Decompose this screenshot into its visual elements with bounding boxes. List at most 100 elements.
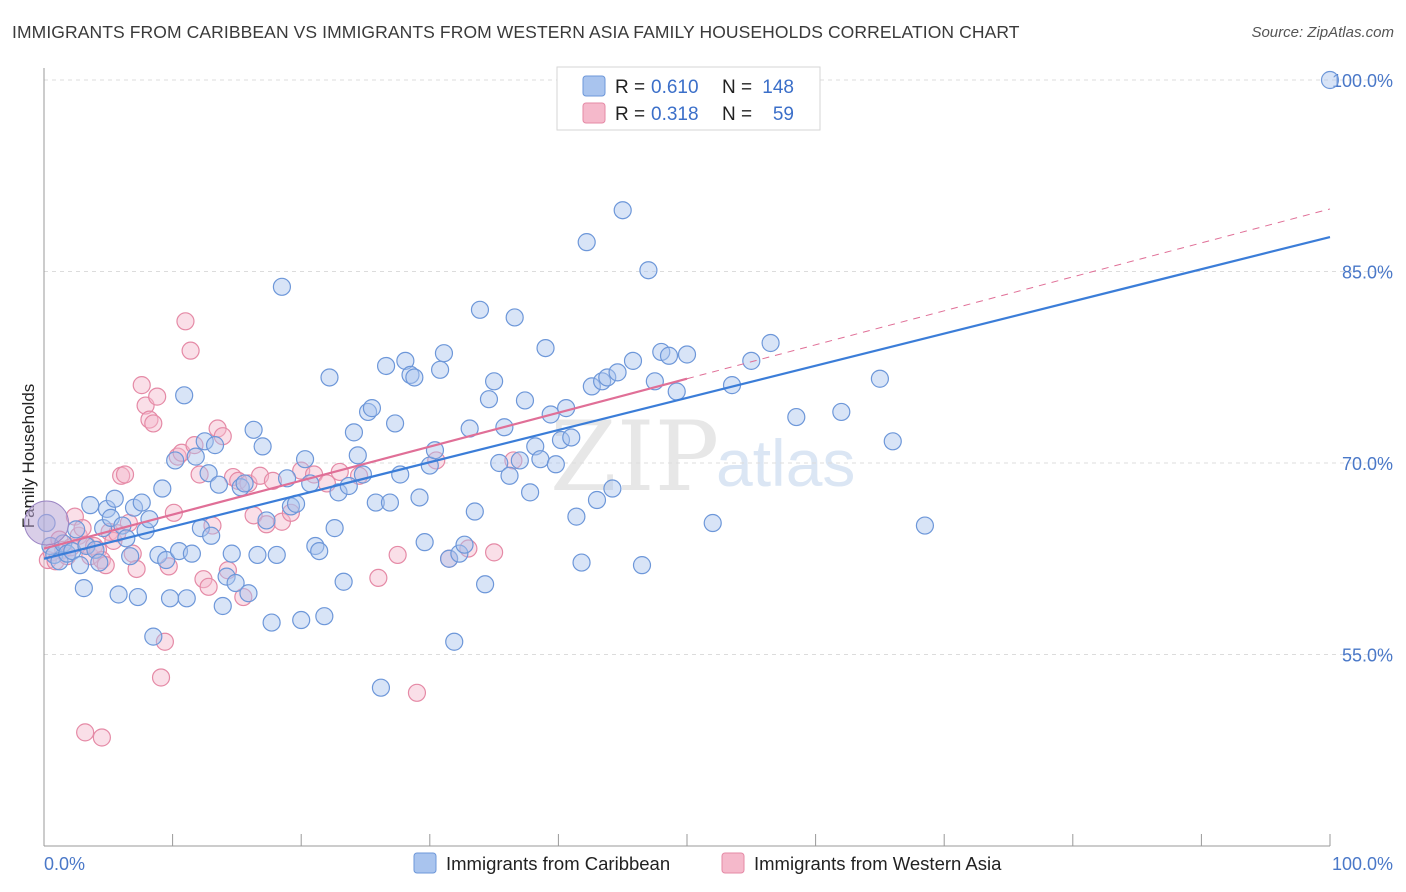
point-caribbean [295,450,315,469]
point-caribbean [870,369,890,388]
point-caribbean [97,499,117,519]
watermark-zip: ZIP [550,401,719,513]
bottom-legend: Immigrants from Caribbean Immigrants fro… [413,852,1002,874]
point-western-asia [369,568,388,588]
point-western-asia [76,723,95,742]
point-caribbean [505,308,524,327]
y-tick-label: 70.0% [1342,454,1393,474]
point-western-asia [257,515,276,534]
point-western-asia [123,544,142,563]
watermark: ZIP atlas [550,401,855,513]
y-tick-labels: 55.0% 70.0% 85.0% 100.0% [1332,71,1393,666]
point-caribbean [546,455,565,474]
gridlines [44,79,1393,655]
x-tick-label-min: 0.0% [44,854,85,874]
point-caribbean [132,493,151,512]
point-caribbean [703,513,722,533]
y-tick-label: 55.0% [1342,646,1393,666]
point-caribbean [213,596,232,616]
point-western-asia [115,465,135,484]
point-caribbean [470,300,490,319]
point-caribbean [315,607,334,626]
point-caribbean [439,549,459,568]
point-caribbean [128,587,147,607]
point-caribbean [434,344,454,363]
point-caribbean [344,423,364,442]
series-caribbean [24,70,1340,697]
point-caribbean [235,474,254,493]
point-caribbean [832,402,851,422]
legend-n-label-1: N = [722,77,752,98]
point-caribbean [608,363,627,382]
point-caribbean [329,483,348,502]
point-caribbean [410,488,429,507]
point-caribbean [74,579,93,598]
point-caribbean [485,372,504,391]
point-caribbean [160,589,180,608]
x-ticks [43,834,1331,846]
point-caribbean [182,544,201,563]
point-caribbean [348,446,367,465]
point-caribbean [450,544,469,563]
point-western-asia [151,668,171,687]
bottom-legend-label-caribbean: Immigrants from Caribbean [446,853,670,874]
point-western-asia [281,503,301,522]
legend-r-label-1: R = [615,77,645,98]
point-caribbean [603,479,622,498]
point-caribbean [405,368,424,387]
point-caribbean [430,360,450,379]
legend-swatch-pink [582,102,606,124]
point-caribbean [587,490,607,510]
point-caribbean [199,464,218,483]
point-caribbean [445,632,464,651]
x-tick-label-max: 100.0% [1332,854,1393,874]
y-tick-label: 100.0% [1332,71,1393,91]
point-caribbean [175,386,194,405]
point-caribbean [195,432,214,451]
point-caribbean [90,553,109,572]
point-caribbean [613,201,632,220]
point-caribbean [598,368,617,387]
point-western-asia [407,683,427,702]
legend-n-value-1: 148 [762,77,794,98]
point-caribbean [325,519,344,538]
point-caribbean [226,573,245,593]
point-caribbean [677,345,697,364]
legend-r-value-2: 0.318 [651,104,699,125]
point-caribbean [515,391,535,410]
point-caribbean [239,584,258,603]
source-credit: Source: ZipAtlas.com [1251,24,1394,41]
watermark-atlas: atlas [716,426,855,500]
trend-lines [43,208,1331,560]
point-caribbean [272,277,292,296]
point-caribbean [366,493,385,512]
point-western-asia [485,543,504,562]
legend-r-label-2: R = [615,104,645,125]
point-caribbean [623,351,643,370]
point-caribbean [153,479,172,498]
point-caribbean [244,420,263,439]
point-caribbean [292,610,311,630]
point-western-asia [199,577,218,596]
point-caribbean [531,450,550,469]
point-caribbean [787,407,806,427]
point-caribbean [177,589,196,608]
point-caribbean [248,545,267,565]
point-western-asia [185,436,204,455]
point-caribbean [121,547,140,566]
point-caribbean [380,493,400,512]
legend-r-value-1: 0.610 [651,77,699,98]
bottom-legend-swatch-blue [413,852,437,874]
point-caribbean [639,261,658,280]
point-caribbean [166,451,185,470]
trend-line-western-asia [43,377,688,550]
point-caribbean [310,541,329,561]
point-caribbean [1320,70,1340,90]
point-western-asia [181,341,200,360]
point-caribbean [562,428,581,447]
point-western-asia [144,414,163,433]
point-caribbean [659,346,679,365]
point-caribbean [267,545,286,565]
point-caribbean [334,572,353,591]
